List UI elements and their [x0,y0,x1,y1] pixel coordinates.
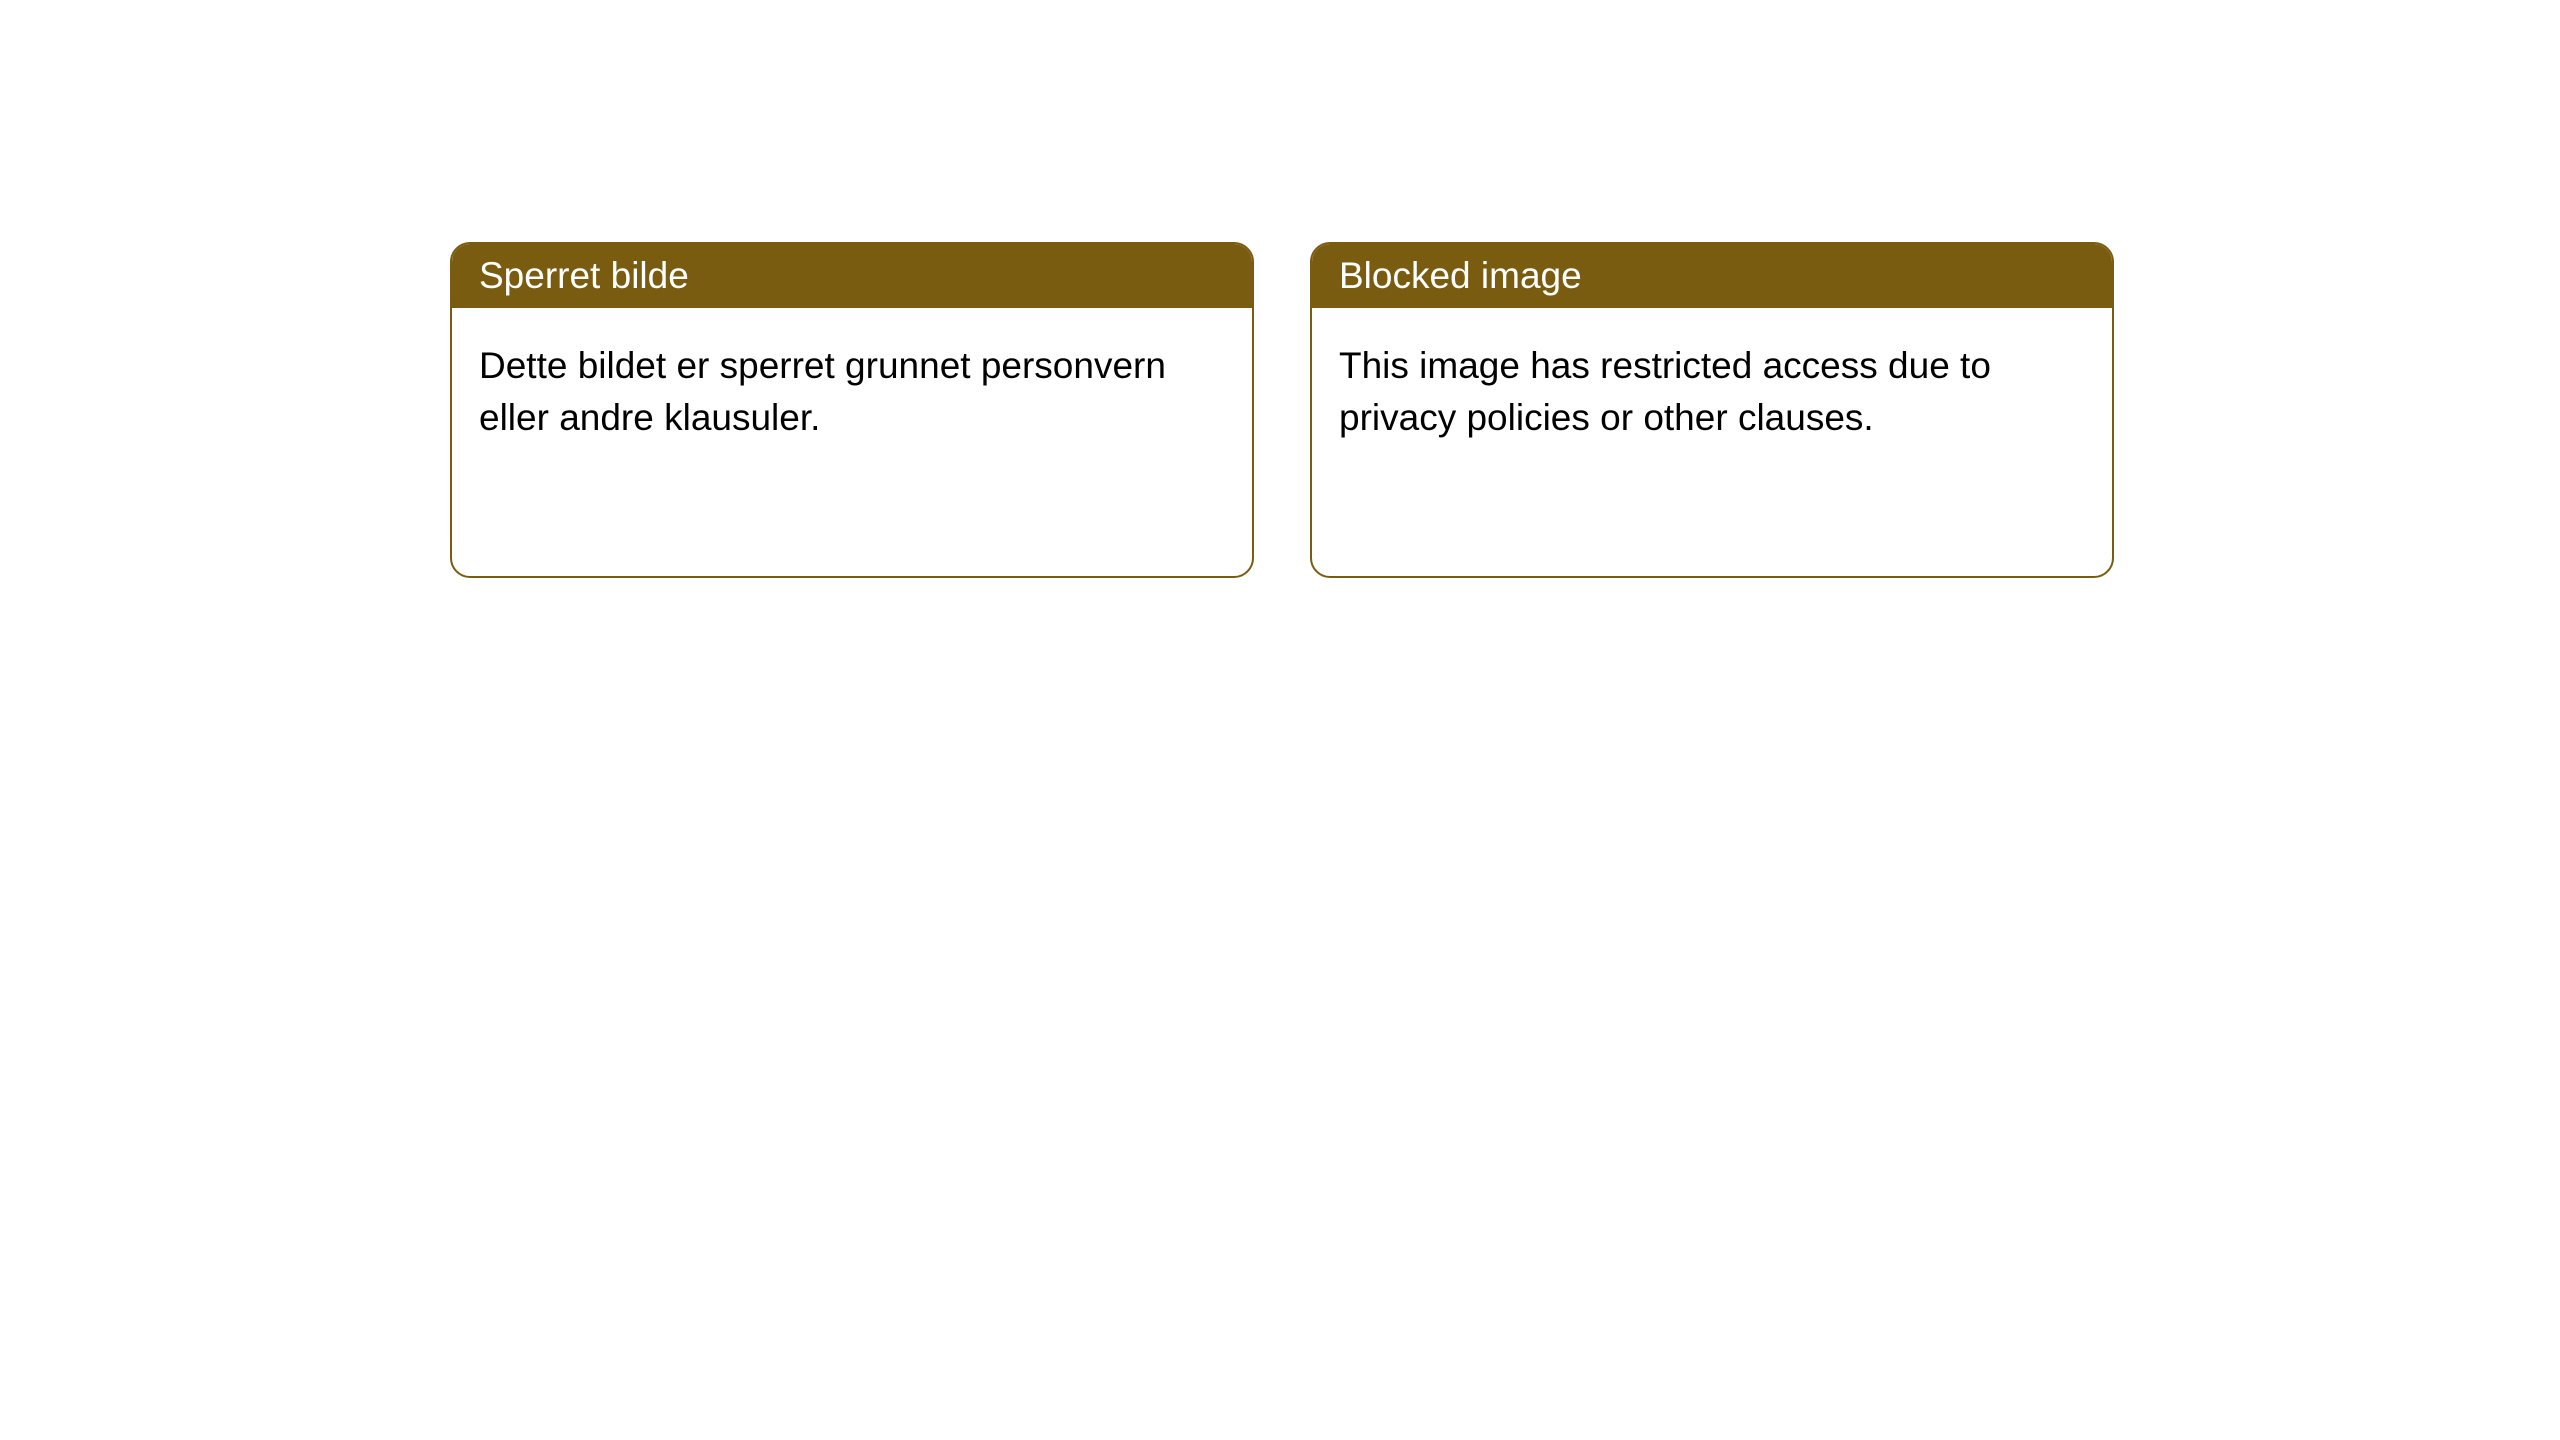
notice-title-norwegian: Sperret bilde [479,255,689,296]
blocked-image-notices: Sperret bilde Dette bildet er sperret gr… [450,242,2114,578]
notice-header-norwegian: Sperret bilde [452,244,1252,308]
notice-box-norwegian: Sperret bilde Dette bildet er sperret gr… [450,242,1254,578]
notice-text-english: This image has restricted access due to … [1339,345,1991,438]
notice-header-english: Blocked image [1312,244,2112,308]
notice-body-norwegian: Dette bildet er sperret grunnet personve… [452,308,1252,476]
notice-body-english: This image has restricted access due to … [1312,308,2112,476]
notice-box-english: Blocked image This image has restricted … [1310,242,2114,578]
notice-text-norwegian: Dette bildet er sperret grunnet personve… [479,345,1166,438]
notice-title-english: Blocked image [1339,255,1582,296]
